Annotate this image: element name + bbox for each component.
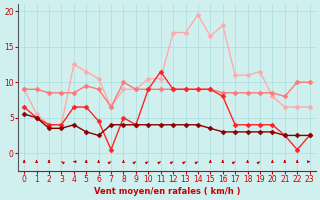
X-axis label: Vent moyen/en rafales ( km/h ): Vent moyen/en rafales ( km/h ) xyxy=(94,187,240,196)
